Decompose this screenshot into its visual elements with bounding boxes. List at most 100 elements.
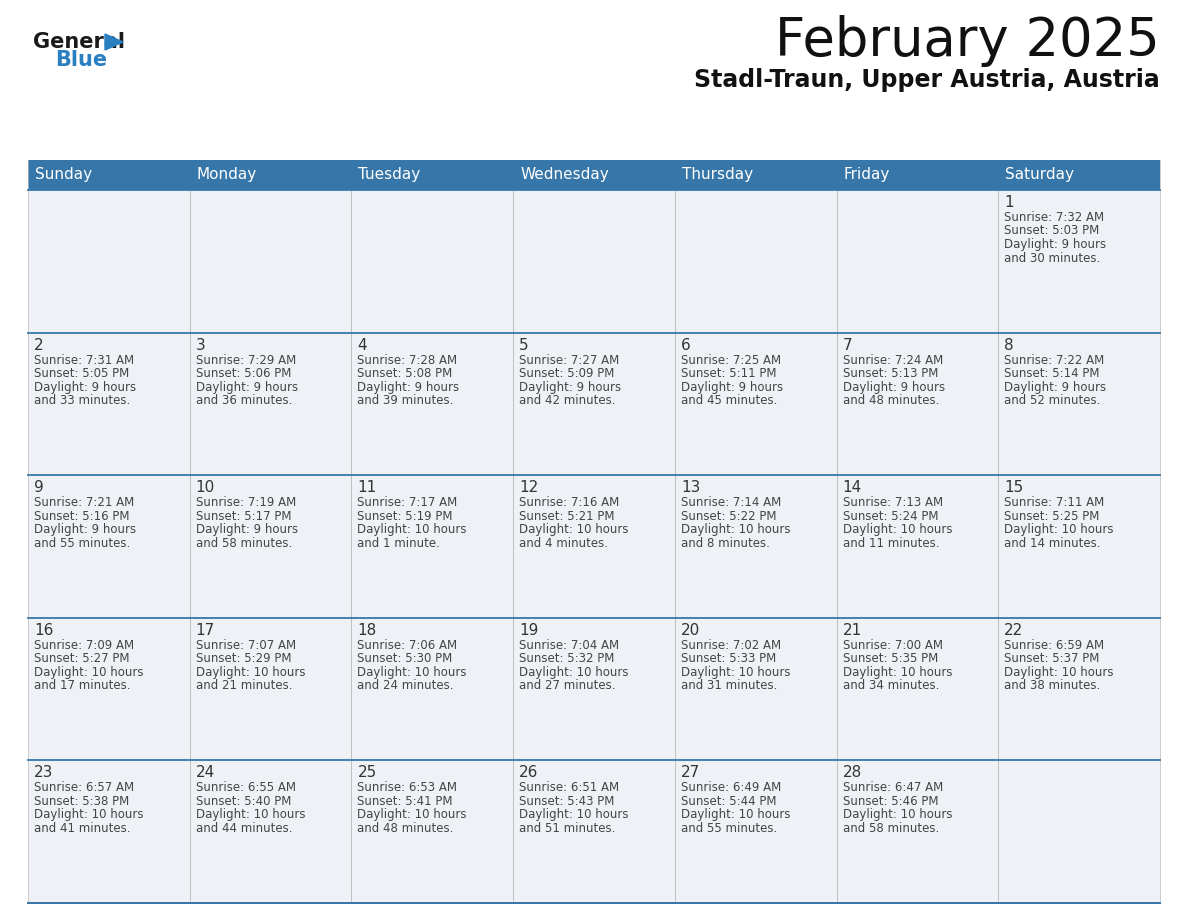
Text: and 11 minutes.: and 11 minutes.: [842, 537, 939, 550]
Bar: [352, 332, 513, 476]
Text: Sunset: 5:44 PM: Sunset: 5:44 PM: [681, 795, 776, 808]
Text: Daylight: 9 hours: Daylight: 9 hours: [1004, 238, 1106, 251]
Text: Daylight: 10 hours: Daylight: 10 hours: [34, 809, 144, 822]
Text: Sunrise: 7:27 AM: Sunrise: 7:27 AM: [519, 353, 619, 366]
Text: Blue: Blue: [55, 50, 107, 70]
Text: and 52 minutes.: and 52 minutes.: [1004, 394, 1100, 407]
Text: Monday: Monday: [197, 167, 257, 183]
Text: Sunset: 5:40 PM: Sunset: 5:40 PM: [196, 795, 291, 808]
Text: Sunset: 5:33 PM: Sunset: 5:33 PM: [681, 653, 776, 666]
Text: and 21 minutes.: and 21 minutes.: [196, 679, 292, 692]
Text: and 1 minute.: and 1 minute.: [358, 537, 441, 550]
Text: Sunrise: 7:04 AM: Sunrise: 7:04 AM: [519, 639, 619, 652]
Text: 10: 10: [196, 480, 215, 495]
Text: Thursday: Thursday: [682, 167, 753, 183]
Text: Sunset: 5:43 PM: Sunset: 5:43 PM: [519, 795, 614, 808]
Text: 28: 28: [842, 766, 861, 780]
Bar: [513, 160, 675, 190]
Text: Sunrise: 7:17 AM: Sunrise: 7:17 AM: [358, 497, 457, 509]
Text: Sunset: 5:17 PM: Sunset: 5:17 PM: [196, 509, 291, 522]
Text: Sunset: 5:16 PM: Sunset: 5:16 PM: [34, 509, 129, 522]
Bar: [675, 160, 836, 190]
Text: Sunrise: 7:00 AM: Sunrise: 7:00 AM: [842, 639, 942, 652]
Bar: [190, 332, 352, 476]
Bar: [836, 160, 998, 190]
Text: and 48 minutes.: and 48 minutes.: [358, 822, 454, 834]
Text: Sunset: 5:32 PM: Sunset: 5:32 PM: [519, 653, 614, 666]
Text: Daylight: 10 hours: Daylight: 10 hours: [34, 666, 144, 678]
Text: and 58 minutes.: and 58 minutes.: [842, 822, 939, 834]
Text: Daylight: 9 hours: Daylight: 9 hours: [34, 381, 137, 394]
Bar: [675, 190, 836, 332]
Bar: [29, 476, 190, 618]
Bar: [29, 160, 190, 190]
Text: Sunrise: 7:19 AM: Sunrise: 7:19 AM: [196, 497, 296, 509]
Text: Daylight: 10 hours: Daylight: 10 hours: [681, 523, 790, 536]
Text: 7: 7: [842, 338, 852, 353]
Text: Sunrise: 7:14 AM: Sunrise: 7:14 AM: [681, 497, 781, 509]
Text: Sunrise: 6:53 AM: Sunrise: 6:53 AM: [358, 781, 457, 794]
Text: 3: 3: [196, 338, 206, 353]
Text: 19: 19: [519, 622, 538, 638]
Text: Sunrise: 6:55 AM: Sunrise: 6:55 AM: [196, 781, 296, 794]
Bar: [836, 618, 998, 760]
Text: Sunrise: 7:16 AM: Sunrise: 7:16 AM: [519, 497, 619, 509]
Text: Sunrise: 7:32 AM: Sunrise: 7:32 AM: [1004, 211, 1105, 224]
Bar: [998, 332, 1159, 476]
Text: Stadl-Traun, Upper Austria, Austria: Stadl-Traun, Upper Austria, Austria: [694, 68, 1159, 92]
Text: Daylight: 10 hours: Daylight: 10 hours: [519, 523, 628, 536]
Text: 9: 9: [34, 480, 44, 495]
Text: Sunrise: 7:11 AM: Sunrise: 7:11 AM: [1004, 497, 1105, 509]
Text: 13: 13: [681, 480, 700, 495]
Text: Sunset: 5:22 PM: Sunset: 5:22 PM: [681, 509, 776, 522]
Text: Sunrise: 7:21 AM: Sunrise: 7:21 AM: [34, 497, 134, 509]
Text: 5: 5: [519, 338, 529, 353]
Text: 27: 27: [681, 766, 700, 780]
Text: Daylight: 10 hours: Daylight: 10 hours: [519, 809, 628, 822]
Text: 14: 14: [842, 480, 861, 495]
Text: General: General: [33, 32, 125, 52]
Text: and 27 minutes.: and 27 minutes.: [519, 679, 615, 692]
Bar: [836, 190, 998, 332]
Bar: [998, 190, 1159, 332]
Text: Sunrise: 7:13 AM: Sunrise: 7:13 AM: [842, 497, 943, 509]
Bar: [352, 160, 513, 190]
Text: Sunrise: 7:06 AM: Sunrise: 7:06 AM: [358, 639, 457, 652]
Text: Sunrise: 6:59 AM: Sunrise: 6:59 AM: [1004, 639, 1105, 652]
Text: Sunrise: 6:57 AM: Sunrise: 6:57 AM: [34, 781, 134, 794]
Bar: [836, 476, 998, 618]
Text: Sunset: 5:09 PM: Sunset: 5:09 PM: [519, 367, 614, 380]
Text: Sunset: 5:27 PM: Sunset: 5:27 PM: [34, 653, 129, 666]
Text: and 48 minutes.: and 48 minutes.: [842, 394, 939, 407]
Text: Daylight: 10 hours: Daylight: 10 hours: [196, 666, 305, 678]
Text: Sunset: 5:13 PM: Sunset: 5:13 PM: [842, 367, 939, 380]
Polygon shape: [105, 34, 124, 50]
Text: 25: 25: [358, 766, 377, 780]
Bar: [513, 618, 675, 760]
Text: and 34 minutes.: and 34 minutes.: [842, 679, 939, 692]
Text: Daylight: 10 hours: Daylight: 10 hours: [681, 666, 790, 678]
Text: and 39 minutes.: and 39 minutes.: [358, 394, 454, 407]
Text: 15: 15: [1004, 480, 1024, 495]
Text: Daylight: 9 hours: Daylight: 9 hours: [196, 523, 298, 536]
Text: and 31 minutes.: and 31 minutes.: [681, 679, 777, 692]
Bar: [352, 760, 513, 903]
Text: Daylight: 9 hours: Daylight: 9 hours: [358, 381, 460, 394]
Bar: [675, 332, 836, 476]
Text: Sunset: 5:21 PM: Sunset: 5:21 PM: [519, 509, 614, 522]
Bar: [998, 160, 1159, 190]
Text: 22: 22: [1004, 622, 1024, 638]
Text: and 30 minutes.: and 30 minutes.: [1004, 252, 1100, 264]
Text: Sunset: 5:19 PM: Sunset: 5:19 PM: [358, 509, 453, 522]
Bar: [675, 760, 836, 903]
Bar: [190, 760, 352, 903]
Text: 12: 12: [519, 480, 538, 495]
Text: Sunday: Sunday: [34, 167, 93, 183]
Text: Sunrise: 7:09 AM: Sunrise: 7:09 AM: [34, 639, 134, 652]
Text: and 42 minutes.: and 42 minutes.: [519, 394, 615, 407]
Text: Sunrise: 7:28 AM: Sunrise: 7:28 AM: [358, 353, 457, 366]
Text: Daylight: 10 hours: Daylight: 10 hours: [358, 523, 467, 536]
Text: Sunset: 5:14 PM: Sunset: 5:14 PM: [1004, 367, 1100, 380]
Text: Wednesday: Wednesday: [520, 167, 609, 183]
Bar: [190, 160, 352, 190]
